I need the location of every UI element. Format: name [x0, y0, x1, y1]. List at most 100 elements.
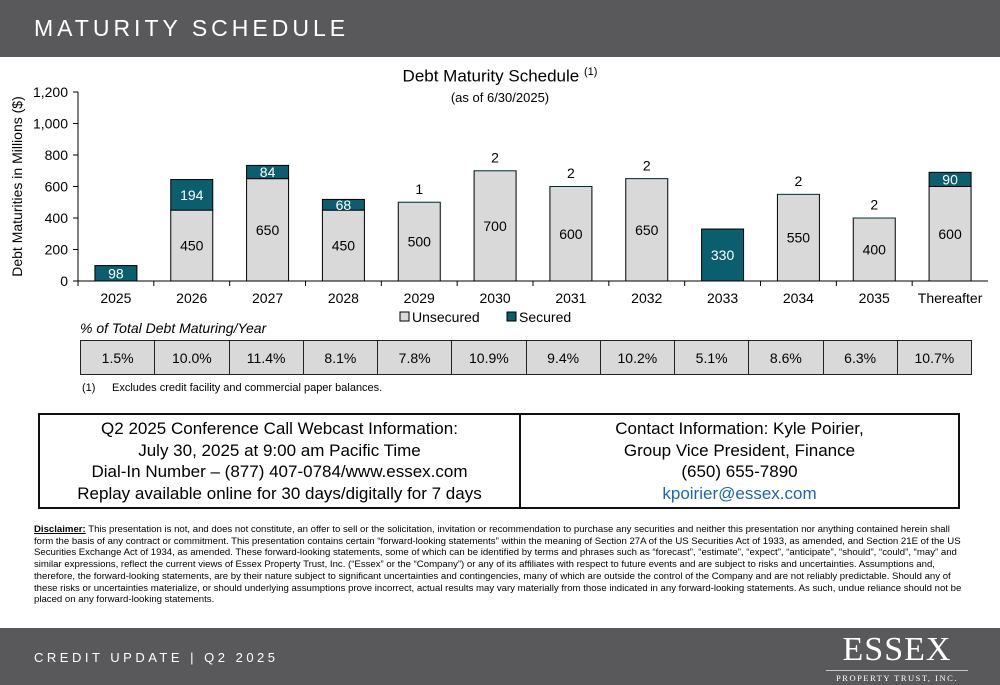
- chart-subtitle: (as of 6/30/2025): [450, 90, 550, 105]
- bar-unsecured: [246, 178, 290, 282]
- x-tick-label: 2028: [328, 290, 359, 306]
- y-tick-label: 0: [60, 273, 68, 289]
- data-label-secured: 2: [795, 173, 803, 189]
- y-tick-label: 1,200: [33, 84, 68, 100]
- logo-subtitle: PROPERTY TRUST, INC.: [836, 673, 958, 683]
- data-label-secured: 1: [415, 181, 423, 197]
- pct-cell: 1.5%: [81, 341, 156, 374]
- data-label-secured: 84: [260, 164, 276, 180]
- legend-swatch-unsecured: [399, 311, 410, 322]
- y-tick-label: 200: [45, 242, 69, 258]
- data-label-unsecured: 400: [863, 242, 887, 258]
- footer-text: CREDIT UPDATE | Q2 2025: [34, 650, 279, 665]
- footnote-text: Excludes credit facility and commercial …: [112, 382, 383, 394]
- contact-line-2: Group Vice President, Finance: [623, 440, 856, 460]
- x-tick-label: Thereafter: [918, 290, 983, 306]
- bar-secured: [94, 265, 138, 282]
- pct-cell: 9.4%: [527, 341, 601, 374]
- bar-secured: [246, 164, 290, 180]
- data-label-unsecured: 650: [635, 222, 659, 238]
- data-label-unsecured: 600: [938, 226, 962, 242]
- pct-cell: 8.1%: [304, 341, 378, 374]
- data-label-unsecured: 600: [559, 226, 583, 242]
- webcast-line-3: Dial-In Number – (877) 407-0784/www.esse…: [91, 462, 468, 481]
- bar-secured: [321, 198, 365, 211]
- y-axis-label: Debt Maturities in Millions ($): [9, 96, 25, 277]
- bar-unsecured: [928, 186, 972, 282]
- pct-cell: 10.9%: [452, 341, 527, 374]
- pct-cell: 7.8%: [378, 341, 453, 374]
- bar-unsecured: [625, 178, 669, 282]
- essex-logo: ESSEX PROPERTY TRUST, INC.: [822, 632, 972, 683]
- data-label-secured: 90: [942, 171, 958, 187]
- x-tick-label: 2026: [176, 290, 207, 306]
- logo-wordmark: ESSEX: [842, 631, 952, 668]
- pct-cell: 6.3%: [824, 341, 898, 374]
- bar-secured: [777, 194, 820, 195]
- x-tick-label: 2025: [100, 290, 131, 306]
- bar-secured: [928, 171, 972, 187]
- x-tick-label: 2030: [480, 290, 511, 306]
- bar-secured: [549, 186, 592, 187]
- webcast-line-2: July 30, 2025 at 9:00 am Pacific Time: [138, 440, 421, 460]
- x-tick-label: 2032: [631, 290, 662, 306]
- pct-table: 1.5% 10.0% 11.4% 8.1% 7.8% 10.9% 9.4% 10.2% 5.1%…: [80, 340, 972, 375]
- y-tick-label: 600: [45, 179, 69, 195]
- x-tick-label: 2029: [404, 290, 435, 306]
- data-label-unsecured: 650: [256, 222, 280, 238]
- pct-cell: 8.6%: [749, 341, 824, 374]
- info-box: Q2 2025 Conference Call Webcast Informat…: [38, 413, 960, 509]
- debt-maturity-chart: Debt Maturities in Millions ($) 0 200 400 60…: [9, 84, 988, 325]
- bar-secured: [398, 202, 441, 203]
- data-label-secured: 2: [870, 197, 878, 213]
- data-label-secured: 330: [711, 247, 735, 263]
- contact-line-1: Contact Information: Kyle Poirier,: [615, 419, 864, 438]
- webcast-line-1: Q2 2025 Conference Call Webcast Informat…: [101, 419, 458, 438]
- pct-cell: 10.0%: [155, 341, 230, 374]
- chart-title: Debt Maturity Schedule (1): [0, 66, 1000, 87]
- bar-secured: [701, 228, 745, 282]
- bar-unsecured: [852, 217, 896, 282]
- y-tick-label: 800: [45, 147, 69, 163]
- x-tick-label: 2034: [783, 290, 814, 306]
- disclaimer: Disclaimer: This presentation is not, an…: [34, 524, 962, 606]
- pct-table-title: % of Total Debt Maturing/Year: [80, 320, 267, 336]
- pct-cell: 10.2%: [601, 341, 675, 374]
- footnote: (1) Excludes credit facility and commerci…: [82, 382, 382, 394]
- pct-cell: 10.7%: [914, 349, 955, 366]
- data-label-unsecured: 550: [787, 230, 811, 246]
- legend-label-secured: Secured: [519, 309, 571, 325]
- legend-swatch-secured: [506, 311, 517, 322]
- bar-secured: [853, 217, 896, 219]
- bar-secured: [625, 178, 668, 179]
- data-label-secured: 2: [643, 157, 651, 173]
- data-label-unsecured: 700: [483, 218, 507, 234]
- bar-unsecured: [473, 170, 517, 282]
- data-label-unsecured: 500: [408, 234, 432, 250]
- legend-label-unsecured: Unsecured: [412, 309, 480, 325]
- data-label-unsecured: 450: [332, 238, 356, 254]
- data-label-secured: 194: [180, 187, 204, 203]
- bar-secured: [170, 179, 214, 211]
- bar-unsecured: [549, 186, 593, 282]
- webcast-line-4: Replay available online for 30 days/digi…: [77, 483, 482, 503]
- x-tick-label: 2027: [252, 290, 283, 306]
- data-label-secured: 2: [567, 165, 575, 181]
- logo-divider: [826, 670, 968, 671]
- x-tick-label: 2033: [707, 290, 738, 306]
- bar-secured: [474, 170, 517, 171]
- footnote-number: (1): [82, 382, 96, 394]
- data-label-secured: 2: [491, 149, 499, 165]
- y-tick-label: 400: [45, 210, 69, 226]
- x-tick-label: 2031: [555, 290, 586, 306]
- disclaimer-label: Disclaimer:: [34, 524, 86, 535]
- data-label-unsecured: 450: [180, 238, 204, 254]
- contact-email-link[interactable]: kpoirier@essex.com: [662, 483, 817, 503]
- disclaimer-text: This presentation is not, and does not c…: [34, 524, 962, 606]
- y-tick-label: 1,000: [33, 116, 68, 132]
- webcast-info: Q2 2025 Conference Call Webcast Informat…: [40, 415, 521, 507]
- x-tick-label: 2035: [859, 290, 890, 306]
- contact-info: Contact Information: Kyle Poirier, Group…: [521, 415, 958, 507]
- header-bar: MATURITY SCHEDULE: [0, 0, 1000, 57]
- bar-unsecured: [397, 201, 441, 282]
